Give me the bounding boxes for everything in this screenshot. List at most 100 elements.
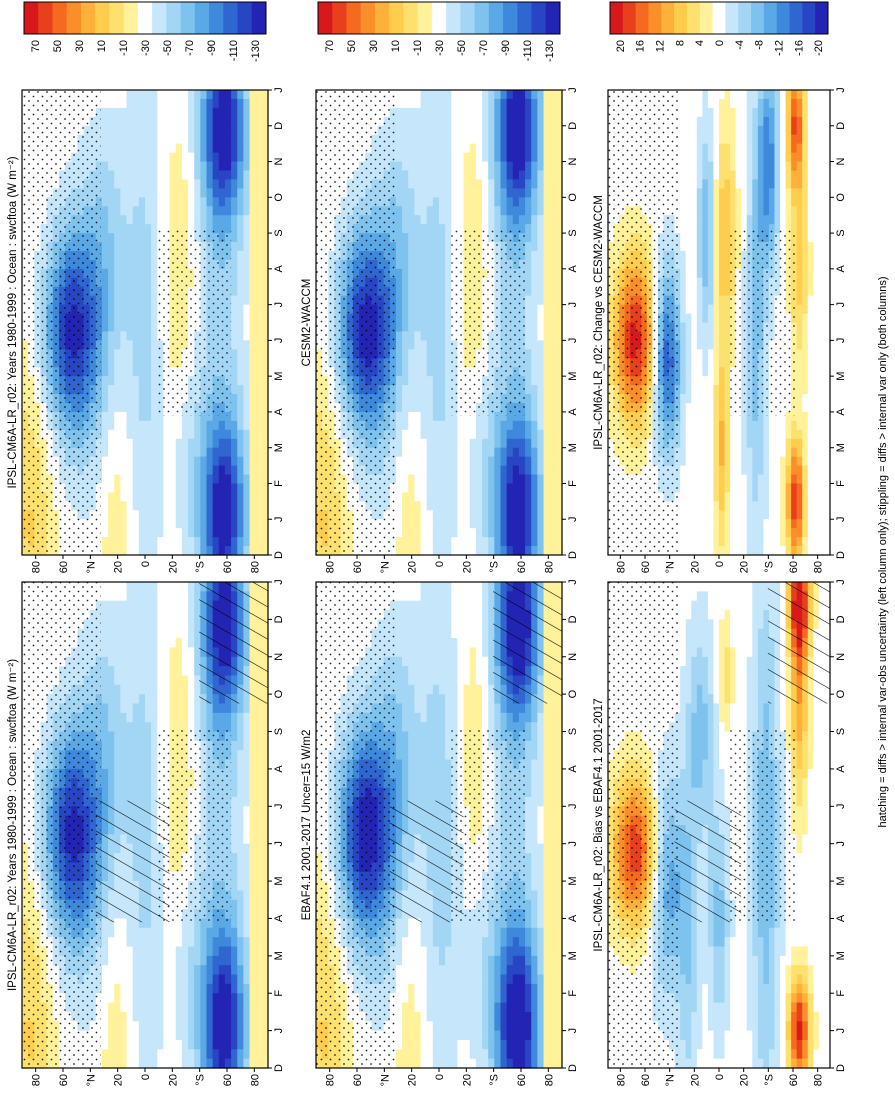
lat-tick-label: 20 <box>407 1074 419 1086</box>
month-tick-label: M <box>835 951 847 960</box>
month-tick-label: O <box>835 689 847 698</box>
month-tick-label: M <box>273 372 285 381</box>
month-tick-label: D <box>835 615 847 623</box>
month-tick-label: J <box>835 579 847 585</box>
month-tick-label: J <box>273 87 285 93</box>
month-tick-label: M <box>567 876 579 885</box>
lat-tick-label: °S <box>195 561 207 573</box>
lat-tick-label: 20 <box>113 1074 125 1086</box>
month-tick-label: J <box>567 302 579 308</box>
colorbar-label: 10 <box>390 40 402 52</box>
month-tick-label: M <box>273 443 285 452</box>
month-tick-label: M <box>835 876 847 885</box>
month-tick-label: N <box>567 653 579 661</box>
lat-tick-label: 20 <box>689 561 701 573</box>
lat-tick-label: °S <box>763 561 775 573</box>
month-tick-label: J <box>835 302 847 308</box>
colorbar-swatch <box>180 2 196 34</box>
colorbar-swatch <box>251 2 267 34</box>
lat-tick-label: 60 <box>352 561 364 573</box>
colorbar-label: -50 <box>456 40 468 56</box>
colorbar-label: 30 <box>74 40 86 52</box>
lat-tick-label: 80 <box>543 1074 555 1086</box>
colorbar-label: -130 <box>250 40 262 62</box>
footnote: hatching = diffs > internal var-obs unce… <box>877 276 889 827</box>
colorbar-frame <box>23 1 267 35</box>
lat-tick-label: °S <box>195 1074 207 1086</box>
colorbar-swatch <box>332 2 347 34</box>
lat-tick-label: 80 <box>813 1074 825 1086</box>
colorbar-swatch <box>109 2 125 34</box>
colorbar-swatch <box>24 2 39 34</box>
lat-tick-label: 20 <box>113 561 125 573</box>
colorbar-swatch <box>80 2 96 34</box>
month-tick-label: D <box>835 1064 847 1072</box>
colorbar-swatch <box>431 2 447 34</box>
month-tick-label: A <box>567 408 579 416</box>
colorbar-swatch <box>751 2 765 34</box>
lat-tick-label: °N <box>85 561 97 573</box>
colorbar-label: 20 <box>615 40 627 52</box>
month-tick-label: M <box>273 876 285 885</box>
panel-bottom-right: 80 60 °N 20 0 20 °S 60 80DJFMAMJJASONDJIPSL-CM6A… <box>593 1 847 573</box>
month-tick-label: M <box>835 372 847 381</box>
month-tick-label: J <box>567 1028 579 1034</box>
lat-tick-label: 80 <box>249 1074 261 1086</box>
lat-tick-label: °S <box>489 1074 501 1086</box>
month-tick-label: D <box>567 1064 579 1072</box>
stippling <box>730 229 797 416</box>
month-tick-label: A <box>835 408 847 416</box>
colorbar-swatch <box>661 2 675 34</box>
month-tick-label: J <box>273 841 285 847</box>
lat-tick-label: 20 <box>167 1074 179 1086</box>
lat-tick-label: 60 <box>516 1074 528 1086</box>
colorbar-label: 8 <box>674 40 686 46</box>
lat-tick-label: 80 <box>325 1074 337 1086</box>
lat-tick-label: 60 <box>58 561 70 573</box>
colorbar-swatch <box>223 2 239 34</box>
colorbar-swatch <box>610 2 624 34</box>
colorbar-swatch <box>374 2 390 34</box>
lat-tick-label: 0 <box>140 561 152 567</box>
colorbar-swatch <box>152 2 167 34</box>
month-tick-label: M <box>835 443 847 452</box>
month-tick-label: J <box>835 1028 847 1034</box>
colorbar-label: 0 <box>714 40 726 46</box>
colorbar-swatch <box>460 2 476 34</box>
colorbar-swatch <box>237 2 253 34</box>
colorbar-label: 10 <box>96 40 108 52</box>
month-tick-label: M <box>567 372 579 381</box>
month-tick-label: J <box>835 841 847 847</box>
month-tick-label: J <box>567 841 579 847</box>
colorbar-swatch <box>474 2 490 34</box>
colorbar-swatch <box>360 2 376 34</box>
colorbar-label: 50 <box>346 40 358 52</box>
colorbar-label: -20 <box>813 40 825 56</box>
lat-tick-label: 0 <box>140 1074 152 1080</box>
lat-tick-label: 80 <box>615 1074 627 1086</box>
month-tick-label: M <box>273 951 285 960</box>
month-tick-label: O <box>567 193 579 202</box>
colorbar-swatch <box>66 2 82 34</box>
month-tick-label: D <box>567 122 579 130</box>
colorbar-label: -8 <box>754 40 766 50</box>
hatching <box>767 582 830 704</box>
panel-title: IPSL-CM6A-LR_r02: Years 1980-1999 : Ocea… <box>7 659 19 991</box>
month-tick-label: N <box>567 158 579 166</box>
month-tick-label: M <box>567 443 579 452</box>
panel-mid-left: 80 60 °N 20 0 20 °S 60 80 D J F M A M J J A S O N D J EBAF4.1 2… <box>301 493 579 1086</box>
colorbar-swatch <box>209 2 224 34</box>
colorbar-swatch <box>725 2 739 34</box>
lat-tick-label: 0 <box>434 1074 446 1080</box>
month-tick-label: D <box>273 615 285 623</box>
colorbar-frame <box>609 1 829 35</box>
month-tick-label: D <box>835 122 847 130</box>
stippling <box>316 90 395 555</box>
month-tick-label: D <box>273 122 285 130</box>
month-tick-label: D <box>835 551 847 559</box>
lat-tick-label: 20 <box>461 1074 473 1086</box>
lat-tick-label: 60 <box>222 561 234 573</box>
colorbar-swatch <box>674 2 688 34</box>
colorbar-label: -110 <box>228 40 240 61</box>
